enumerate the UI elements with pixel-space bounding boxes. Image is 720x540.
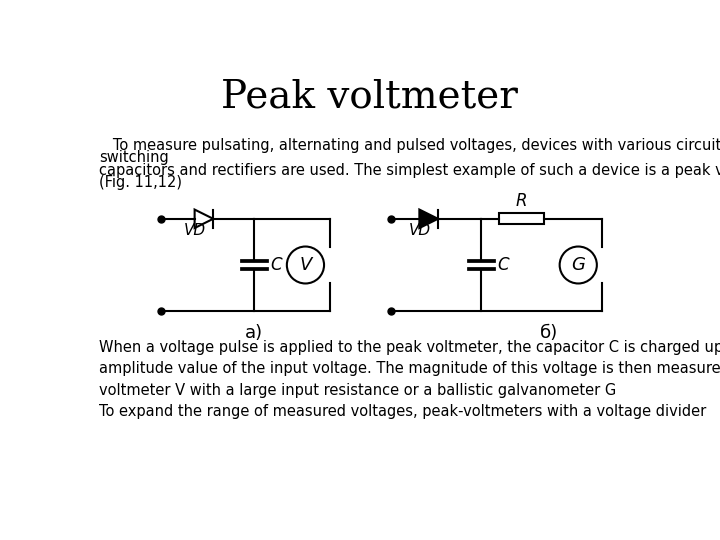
Text: R: R [516, 192, 528, 210]
Text: V: V [300, 256, 312, 274]
Text: C: C [497, 256, 508, 274]
Text: G: G [571, 256, 585, 274]
Text: When a voltage pulse is applied to the peak voltmeter, the capacitor C is charge: When a voltage pulse is applied to the p… [99, 340, 720, 420]
Text: capacitors and rectifiers are used. The simplest example of such a device is a p: capacitors and rectifiers are used. The … [99, 163, 720, 178]
Text: (Fig. 11,12): (Fig. 11,12) [99, 175, 182, 190]
Bar [499, 213, 544, 224]
Text: VD: VD [184, 224, 206, 239]
Text: C: C [270, 256, 282, 274]
Text: Peak voltmeter: Peak voltmeter [220, 79, 518, 116]
Text: To measure pulsating, alternating and pulsed voltages, devices with various circ: To measure pulsating, alternating and pu… [99, 138, 720, 153]
Text: switching: switching [99, 150, 169, 165]
Polygon shape [419, 210, 438, 228]
Text: VD: VD [408, 224, 431, 239]
Text: a): a) [245, 323, 263, 341]
Text: б): б) [540, 323, 558, 341]
